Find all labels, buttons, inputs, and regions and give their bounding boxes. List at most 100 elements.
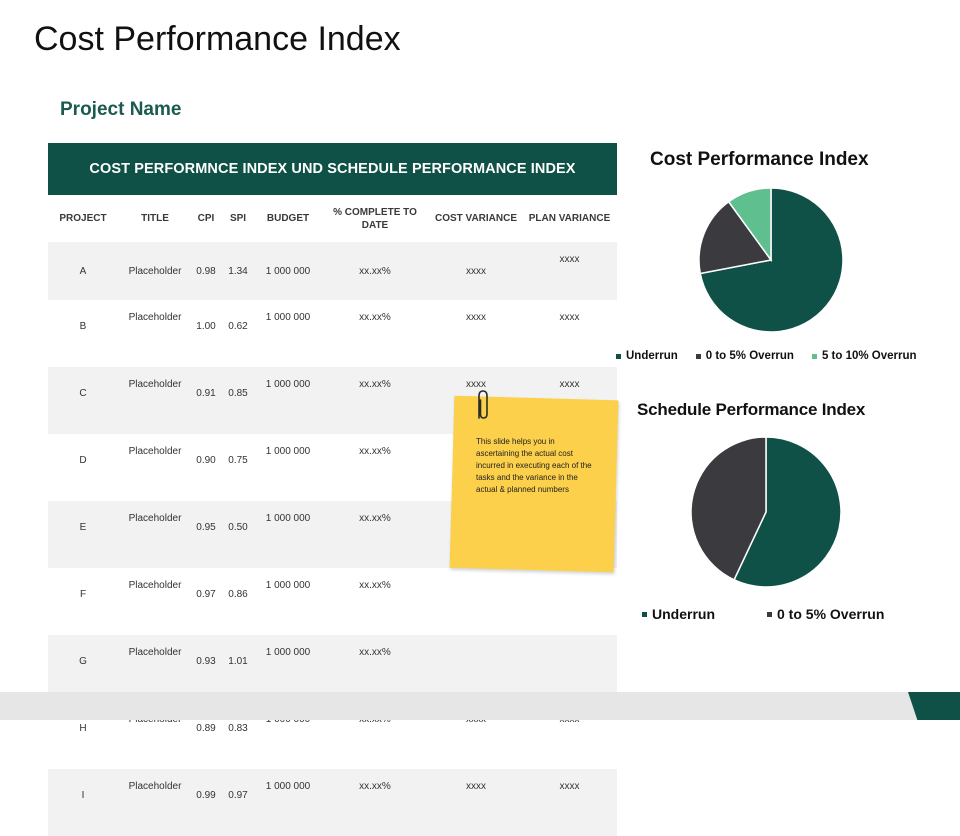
cpi-legend-item-underrun: Underrun: [616, 350, 678, 362]
cell-budget: 1 000 000: [256, 501, 320, 568]
cell-cpi: 0.97: [192, 568, 220, 635]
cell-plan-variance: [522, 568, 617, 635]
legend-label: 0 to 5% Overrun: [705, 350, 794, 362]
cell-title: Placeholder: [118, 434, 192, 501]
cell-budget: 1 000 000: [256, 568, 320, 635]
spi-legend: Underrun 0 to 5% Overrun: [642, 606, 884, 622]
legend-swatch: [811, 353, 817, 359]
spi-legend-item-overrun-5: 0 to 5% Overrun: [767, 606, 884, 622]
spi-chart-title: Schedule Performance Index: [637, 400, 866, 419]
cell-cost-variance: xxxx: [430, 242, 522, 300]
cell-project: I: [48, 769, 118, 836]
cell-complete: xx.xx%: [320, 501, 430, 568]
cell-cost-variance: [430, 635, 522, 702]
table-row: G Placeholder 0.93 1.01 1 000 000 xx.xx%: [48, 635, 617, 702]
pie-slice-underrun: [733, 436, 842, 588]
cell-complete: xx.xx%: [320, 769, 430, 836]
cell-spi: 0.85: [220, 367, 256, 434]
legend-swatch: [642, 611, 647, 617]
cell-plan-variance: [522, 635, 617, 702]
cell-project: G: [48, 635, 118, 702]
cell-cpi: 0.93: [192, 635, 220, 702]
cell-cpi: 0.99: [192, 769, 220, 836]
cell-title: Placeholder: [118, 501, 192, 568]
col-header-title: TITLE: [118, 195, 192, 242]
cell-project: E: [48, 501, 118, 568]
cell-project: B: [48, 300, 118, 367]
pie-slice-0-to-5-overrun: [690, 436, 767, 581]
slide-title: Cost Performance Index: [34, 20, 401, 58]
cell-plan-variance: xxxx: [522, 769, 617, 836]
cell-title: Placeholder: [118, 300, 192, 367]
table-row: A Placeholder 0.98 1.34 1 000 000 xx.xx% xxxx x…: [48, 242, 617, 300]
cell-cpi: 0.98: [192, 242, 220, 300]
cell-spi: 1.01: [220, 635, 256, 702]
cell-project: D: [48, 434, 118, 501]
cell-title: Placeholder: [118, 367, 192, 434]
cell-project: C: [48, 367, 118, 434]
legend-label: Underrun: [626, 350, 678, 362]
cpi-chart-title: Cost Performance Index: [650, 149, 869, 170]
spi-legend-item-underrun: Underrun: [642, 606, 715, 622]
legend-label: 0 to 5% Overrun: [777, 606, 885, 622]
col-header-cpi: CPI: [192, 195, 220, 242]
cell-complete: xx.xx%: [320, 242, 430, 300]
legend-label: Underrun: [652, 606, 715, 622]
cell-complete: xx.xx%: [320, 635, 430, 702]
cell-cpi: 0.91: [192, 367, 220, 434]
cell-plan-variance: xxxx: [522, 300, 617, 367]
col-header-plan-variance: PLAN VARIANCE: [522, 195, 617, 242]
cell-cost-variance: xxxx: [430, 300, 522, 367]
project-name: Project Name: [60, 99, 182, 120]
cpi-legend-item-overrun-10: 5 to 10% Overrun: [811, 350, 917, 362]
cell-cpi: 1.00: [192, 300, 220, 367]
cell-cost-variance: xxxx: [430, 769, 522, 836]
cell-budget: 1 000 000: [256, 242, 320, 300]
legend-swatch: [695, 353, 701, 359]
table-row: I Placeholder 0.99 0.97 1 000 000 xx.xx% xxxx x…: [48, 769, 617, 836]
cpi-legend: Underrun 0 to 5% Overrun 5 to 10% Overru…: [616, 350, 917, 362]
legend-label: 5 to 10% Overrun: [821, 350, 917, 362]
table-header-row: PROJECT TITLE CPI SPI BUDGET % COMPLETE …: [48, 195, 617, 242]
cell-spi: 1.34: [220, 242, 256, 300]
cell-project: F: [48, 568, 118, 635]
cell-complete: xx.xx%: [320, 367, 430, 434]
cell-title: Placeholder: [118, 635, 192, 702]
footer-bar: [0, 692, 960, 720]
cell-spi: 0.50: [220, 501, 256, 568]
cell-cpi: 0.90: [192, 434, 220, 501]
col-header-budget: BUDGET: [256, 195, 320, 242]
cell-spi: 0.62: [220, 300, 256, 367]
paperclip-icon: [478, 390, 488, 419]
col-header-complete: % COMPLETE TO DATE: [320, 195, 430, 242]
col-header-spi: SPI: [220, 195, 256, 242]
cell-spi: 0.75: [220, 434, 256, 501]
table-row: B Placeholder 1.00 0.62 1 000 000 xx.xx% xxxx x…: [48, 300, 617, 367]
cell-spi: 0.86: [220, 568, 256, 635]
legend-swatch: [767, 611, 772, 617]
cell-title: Placeholder: [118, 242, 192, 300]
cell-budget: 1 000 000: [256, 434, 320, 501]
cell-budget: 1 000 000: [256, 635, 320, 702]
cell-cost-variance: [430, 568, 522, 635]
pie-slice-5-to-10-overrun: [727, 187, 772, 263]
cell-complete: xx.xx%: [320, 300, 430, 367]
table-row: F Placeholder 0.97 0.86 1 000 000 xx.xx%: [48, 568, 617, 635]
cell-plan-variance: xxxx: [522, 242, 617, 300]
cell-complete: xx.xx%: [320, 434, 430, 501]
cell-complete: xx.xx%: [320, 568, 430, 635]
cpi-legend-item-overrun-5: 0 to 5% Overrun: [695, 350, 794, 362]
pie-slice-0-to-5-overrun: [698, 200, 773, 275]
col-header-cost-variance: COST VARIANCE: [430, 195, 522, 242]
footer-accent: [908, 692, 960, 720]
spi-pie-chart: [690, 436, 842, 588]
cell-budget: 1 000 000: [256, 769, 320, 836]
cell-project: A: [48, 242, 118, 300]
table-banner: COST PERFORMNCE INDEX UND SCHEDULE PERFO…: [48, 143, 617, 195]
cell-title: Placeholder: [118, 568, 192, 635]
cell-budget: 1 000 000: [256, 367, 320, 434]
col-header-project: PROJECT: [48, 195, 118, 242]
cell-budget: 1 000 000: [256, 300, 320, 367]
sticky-note-text: This slide helps you in ascertaining the…: [476, 437, 592, 494]
cell-cpi: 0.95: [192, 501, 220, 568]
